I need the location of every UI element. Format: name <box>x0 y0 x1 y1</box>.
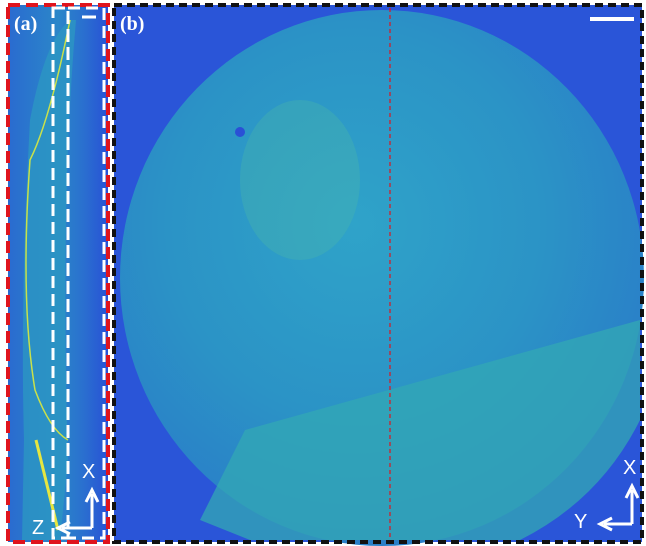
axis-label: X <box>82 461 95 483</box>
defect <box>235 127 245 137</box>
panel-label: (a) <box>14 13 37 35</box>
panel-label: (b) <box>120 13 144 35</box>
axis-label: Z <box>32 517 44 539</box>
panel-b: (b) X Y <box>114 5 644 546</box>
figure: (a) X Z (b) X Y <box>0 0 646 546</box>
bright-region <box>240 100 360 260</box>
panel-a: (a) X Z <box>8 5 108 542</box>
axis-label: Y <box>574 511 587 533</box>
axis-label: X <box>623 457 636 479</box>
